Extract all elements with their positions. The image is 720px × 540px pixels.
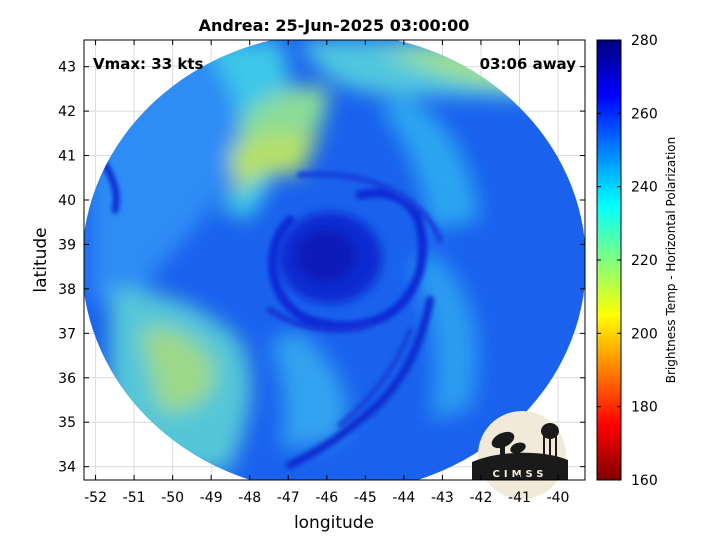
- colorbar-tick-label: 240: [631, 180, 658, 196]
- chart-title: Andrea: 25-Jun-2025 03:00:00: [199, 16, 470, 35]
- time-offset-annotation: 03:06 away: [480, 55, 577, 73]
- axes-frame: [83, 39, 586, 481]
- x-tick-label: -43: [431, 490, 454, 506]
- colorbar-tick-label: 260: [631, 106, 658, 122]
- y-tick-label: 34: [58, 460, 76, 476]
- x-tick-label: -42: [470, 490, 493, 506]
- x-tick-label: -49: [200, 490, 223, 506]
- x-tick-label: -50: [161, 490, 184, 506]
- y-tick-label: 40: [58, 193, 76, 209]
- y-tick-label: 36: [58, 371, 76, 387]
- x-axis-label: longitude: [294, 513, 374, 533]
- x-tick-label: -45: [354, 490, 377, 506]
- y-tick-label: 39: [58, 237, 76, 253]
- x-tick-label: -40: [547, 490, 570, 506]
- y-tick-label: 41: [58, 149, 76, 165]
- colorbar-tick-label: 280: [631, 33, 658, 49]
- colorbar-tick-label: 180: [631, 400, 658, 416]
- x-tick-label: -47: [277, 490, 300, 506]
- colorbar-tick-label: 220: [631, 253, 658, 269]
- y-tick-label: 37: [58, 326, 76, 342]
- x-tick-label: -44: [392, 490, 415, 506]
- x-tick-label: -48: [238, 490, 261, 506]
- colorbar-ticks: 160 180 200 220 240 260 280: [597, 33, 658, 489]
- logo-text: CIMSS: [493, 469, 548, 480]
- x-tick-label: -52: [84, 490, 107, 506]
- water-tower-icon: [541, 423, 559, 460]
- y-axis-label: latitude: [31, 227, 51, 292]
- y-tick-label: 35: [58, 415, 76, 431]
- colorbar-label: Brightness Temp - Horizontal Polarizatio…: [664, 137, 678, 384]
- satellite-dish-icon: [491, 431, 526, 458]
- x-axis: -52 -51 -50 -49 -48 -47 -46 -45 -44 -43 -42 -41 -40: [84, 40, 569, 506]
- vmax-annotation: Vmax: 33 kts: [93, 55, 203, 73]
- x-tick-label: -46: [315, 490, 338, 506]
- x-tick-label: -51: [123, 490, 146, 506]
- y-tick-label: 43: [58, 60, 76, 76]
- cimss-logo: CIMSS: [472, 411, 568, 499]
- y-tick-label: 38: [58, 282, 76, 298]
- colorbar-tick-label: 160: [631, 473, 658, 489]
- x-tick-label: -41: [508, 490, 531, 506]
- y-axis: 34 35 36 37 38 39 40 41 42 43: [58, 60, 585, 476]
- colorbar-tick-label: 200: [631, 326, 658, 342]
- satellite-swath: [84, 40, 585, 480]
- y-tick-label: 42: [58, 104, 76, 120]
